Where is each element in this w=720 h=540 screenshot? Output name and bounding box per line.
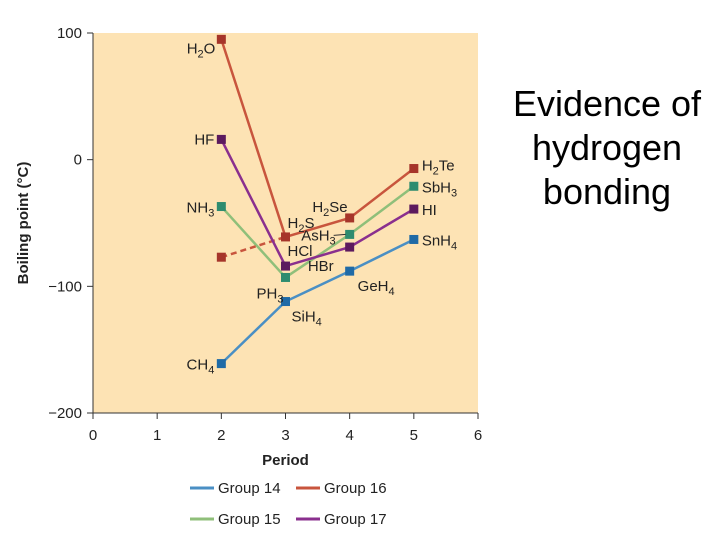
y-axis-title: Boiling point (°C)	[15, 162, 32, 285]
formula-text: CH	[187, 357, 209, 374]
leader-line	[333, 233, 346, 236]
series-line-group-14	[220, 238, 415, 365]
data-point-label: AsH3	[301, 227, 335, 247]
data-point-marker	[345, 229, 355, 239]
data-point-marker	[216, 34, 226, 44]
formula-text: Te	[439, 158, 455, 175]
data-point-label: SiH4	[292, 309, 322, 329]
x-tick-label: 2	[217, 427, 225, 444]
slide-title-line-3: bonding	[542, 171, 672, 212]
formula-subscript: 4	[208, 365, 214, 377]
formula-text: O	[204, 40, 216, 57]
formula-subscript: 2	[433, 166, 439, 178]
formula-text: H	[288, 215, 299, 232]
formula-text: NH	[187, 200, 209, 217]
data-point-label: HI	[422, 202, 437, 219]
legend-label: Group 17	[324, 511, 387, 528]
legend-label: Group 14	[218, 480, 281, 497]
data-point-label: PH3	[257, 285, 284, 305]
formula-text: PH	[257, 285, 278, 302]
legend-label: Group 16	[324, 480, 387, 497]
slide-title: Evidence of hydrogen bonding	[492, 82, 720, 214]
data-point-marker	[281, 272, 290, 282]
formula-text: Se	[329, 199, 347, 216]
data-point-marker	[345, 213, 355, 223]
y-tick-label: 0	[74, 152, 82, 169]
data-point-label: HF	[194, 131, 214, 148]
data-point-marker	[409, 204, 419, 214]
slide-title-line-2: hydrogen	[531, 127, 683, 168]
formula-subscript: 3	[451, 187, 457, 199]
data-point-marker	[281, 261, 290, 271]
plot-background	[93, 33, 478, 413]
formula-subscript: 4	[389, 286, 395, 298]
series-line-group-17	[220, 138, 415, 268]
x-tick-label: 5	[410, 427, 418, 444]
dashed-trend-line	[220, 235, 286, 259]
formula-subscript: 3	[330, 235, 336, 247]
formula-text: HBr	[308, 258, 334, 275]
y-tick-label: 100	[57, 25, 82, 42]
x-tick-label: 4	[345, 427, 353, 444]
data-point-label: NH3	[187, 200, 215, 220]
formula-text: HCl	[288, 243, 313, 260]
data-point-marker	[216, 202, 226, 212]
formula-subscript: 2	[298, 223, 304, 235]
x-tick-label: 1	[153, 427, 161, 444]
y-tick-label: −200	[48, 405, 82, 422]
data-point-marker	[409, 164, 419, 174]
formula-text: H	[422, 158, 433, 175]
data-point-label: SbH3	[422, 179, 457, 199]
data-point-label: CH4	[187, 357, 215, 377]
x-tick-label: 0	[89, 427, 97, 444]
formula-text: HF	[194, 131, 214, 148]
legend-label: Group 15	[218, 511, 281, 528]
data-point-label: SnH4	[422, 232, 457, 252]
x-tick-label: 6	[474, 427, 482, 444]
formula-subscript: 4	[316, 317, 322, 329]
formula-text: GeH	[358, 278, 389, 295]
formula-subscript: 4	[451, 240, 457, 252]
data-point-marker	[216, 134, 226, 144]
data-point-label: H2Se	[312, 199, 347, 219]
formula-text: SnH	[422, 232, 451, 249]
formula-subscript: 2	[198, 48, 204, 60]
x-tick-label: 3	[281, 427, 289, 444]
data-point-marker	[281, 297, 290, 307]
y-tick-label: −100	[48, 278, 82, 295]
data-point-label: GeH4	[358, 278, 395, 298]
formula-text: HI	[422, 202, 437, 219]
data-point-label: H2O	[187, 40, 216, 60]
formula-text: H	[312, 199, 323, 216]
formula-text: AsH	[301, 227, 329, 244]
data-point-label: H2Te	[422, 158, 455, 178]
data-point-label: H2S	[288, 215, 315, 235]
formula-subscript: 3	[208, 208, 214, 220]
formula-text: S	[304, 215, 314, 232]
data-point-label: HBr	[308, 258, 334, 275]
series-line-group-16	[220, 38, 415, 239]
x-axis-title: Period	[262, 452, 309, 469]
data-point-marker	[345, 242, 355, 252]
data-point-marker	[345, 266, 355, 276]
data-point-marker	[409, 234, 419, 244]
data-point-marker	[409, 181, 419, 191]
formula-text: H	[187, 40, 198, 57]
data-point-marker	[216, 252, 226, 262]
formula-text: SbH	[422, 179, 451, 196]
formula-text: SiH	[292, 309, 316, 326]
data-point-marker	[216, 359, 226, 369]
formula-subscript: 3	[277, 293, 283, 305]
formula-subscript: 2	[323, 207, 329, 219]
data-point-label: HCl	[288, 243, 313, 260]
slide-title-line-1: Evidence of	[512, 83, 702, 124]
data-point-marker	[281, 232, 290, 242]
